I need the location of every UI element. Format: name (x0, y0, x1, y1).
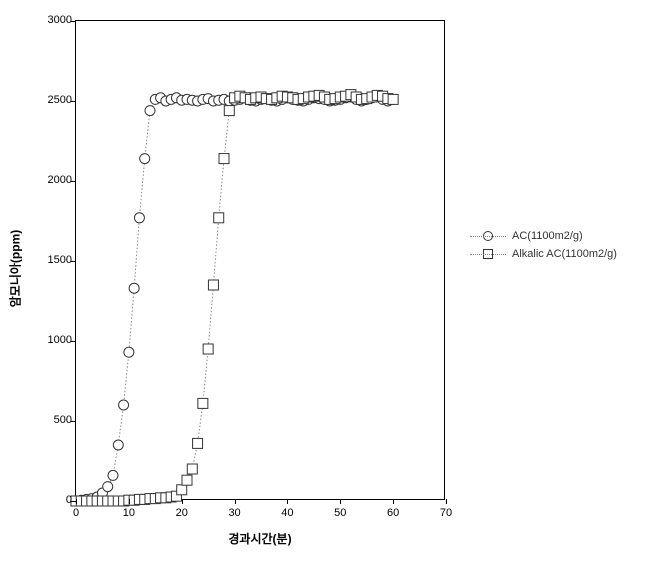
data-point (129, 283, 139, 293)
x-axis-label: 경과시간(분) (75, 530, 445, 547)
data-point (203, 344, 213, 354)
data-point (224, 106, 234, 116)
x-tick-label: 70 (431, 507, 461, 519)
series-line (76, 95, 393, 501)
y-tick-label: 2500 (34, 94, 72, 106)
data-point (193, 438, 203, 448)
y-tick-label: 2000 (34, 174, 72, 186)
data-point (108, 470, 118, 480)
x-tick-label: 30 (220, 507, 250, 519)
data-point (182, 475, 192, 485)
x-tick-label: 20 (167, 507, 197, 519)
y-tick-label: 0 (34, 494, 72, 506)
legend-item: Alkalic AC(1100m2/g) (470, 248, 617, 260)
chart-container: 050010001500200025003000010203040506070 (75, 20, 445, 500)
y-tick-label: 1500 (34, 254, 72, 266)
chart-svg (76, 21, 446, 501)
data-point (124, 347, 134, 357)
data-point (219, 154, 229, 164)
y-tick-label: 3000 (34, 14, 72, 26)
data-point (134, 213, 144, 223)
data-point (140, 154, 150, 164)
legend-item: AC(1100m2/g) (470, 230, 617, 242)
y-tick-label: 500 (34, 414, 72, 426)
legend-label: Alkalic AC(1100m2/g) (512, 248, 617, 260)
data-point (119, 400, 129, 410)
x-tick-label: 0 (61, 507, 91, 519)
data-point (177, 485, 187, 495)
x-tick-label: 50 (325, 507, 355, 519)
x-tick-label: 40 (272, 507, 302, 519)
data-point (113, 440, 123, 450)
x-tick-label: 60 (378, 507, 408, 519)
x-tick-label: 10 (114, 507, 144, 519)
data-point (187, 464, 197, 474)
legend-marker-circle (470, 230, 506, 242)
data-point (208, 280, 218, 290)
legend: AC(1100m2/g) Alkalic AC(1100m2/g) (470, 230, 617, 266)
series-line (76, 96, 393, 501)
data-point (103, 482, 113, 492)
plot-area: 050010001500200025003000010203040506070 (75, 20, 445, 500)
y-axis-label: 암모니아(ppm) (7, 230, 24, 307)
data-point (388, 94, 398, 104)
data-point (214, 213, 224, 223)
data-point (198, 398, 208, 408)
data-point (145, 106, 155, 116)
legend-label: AC(1100m2/g) (512, 230, 583, 242)
legend-marker-square (470, 248, 506, 260)
y-tick-label: 1000 (34, 334, 72, 346)
